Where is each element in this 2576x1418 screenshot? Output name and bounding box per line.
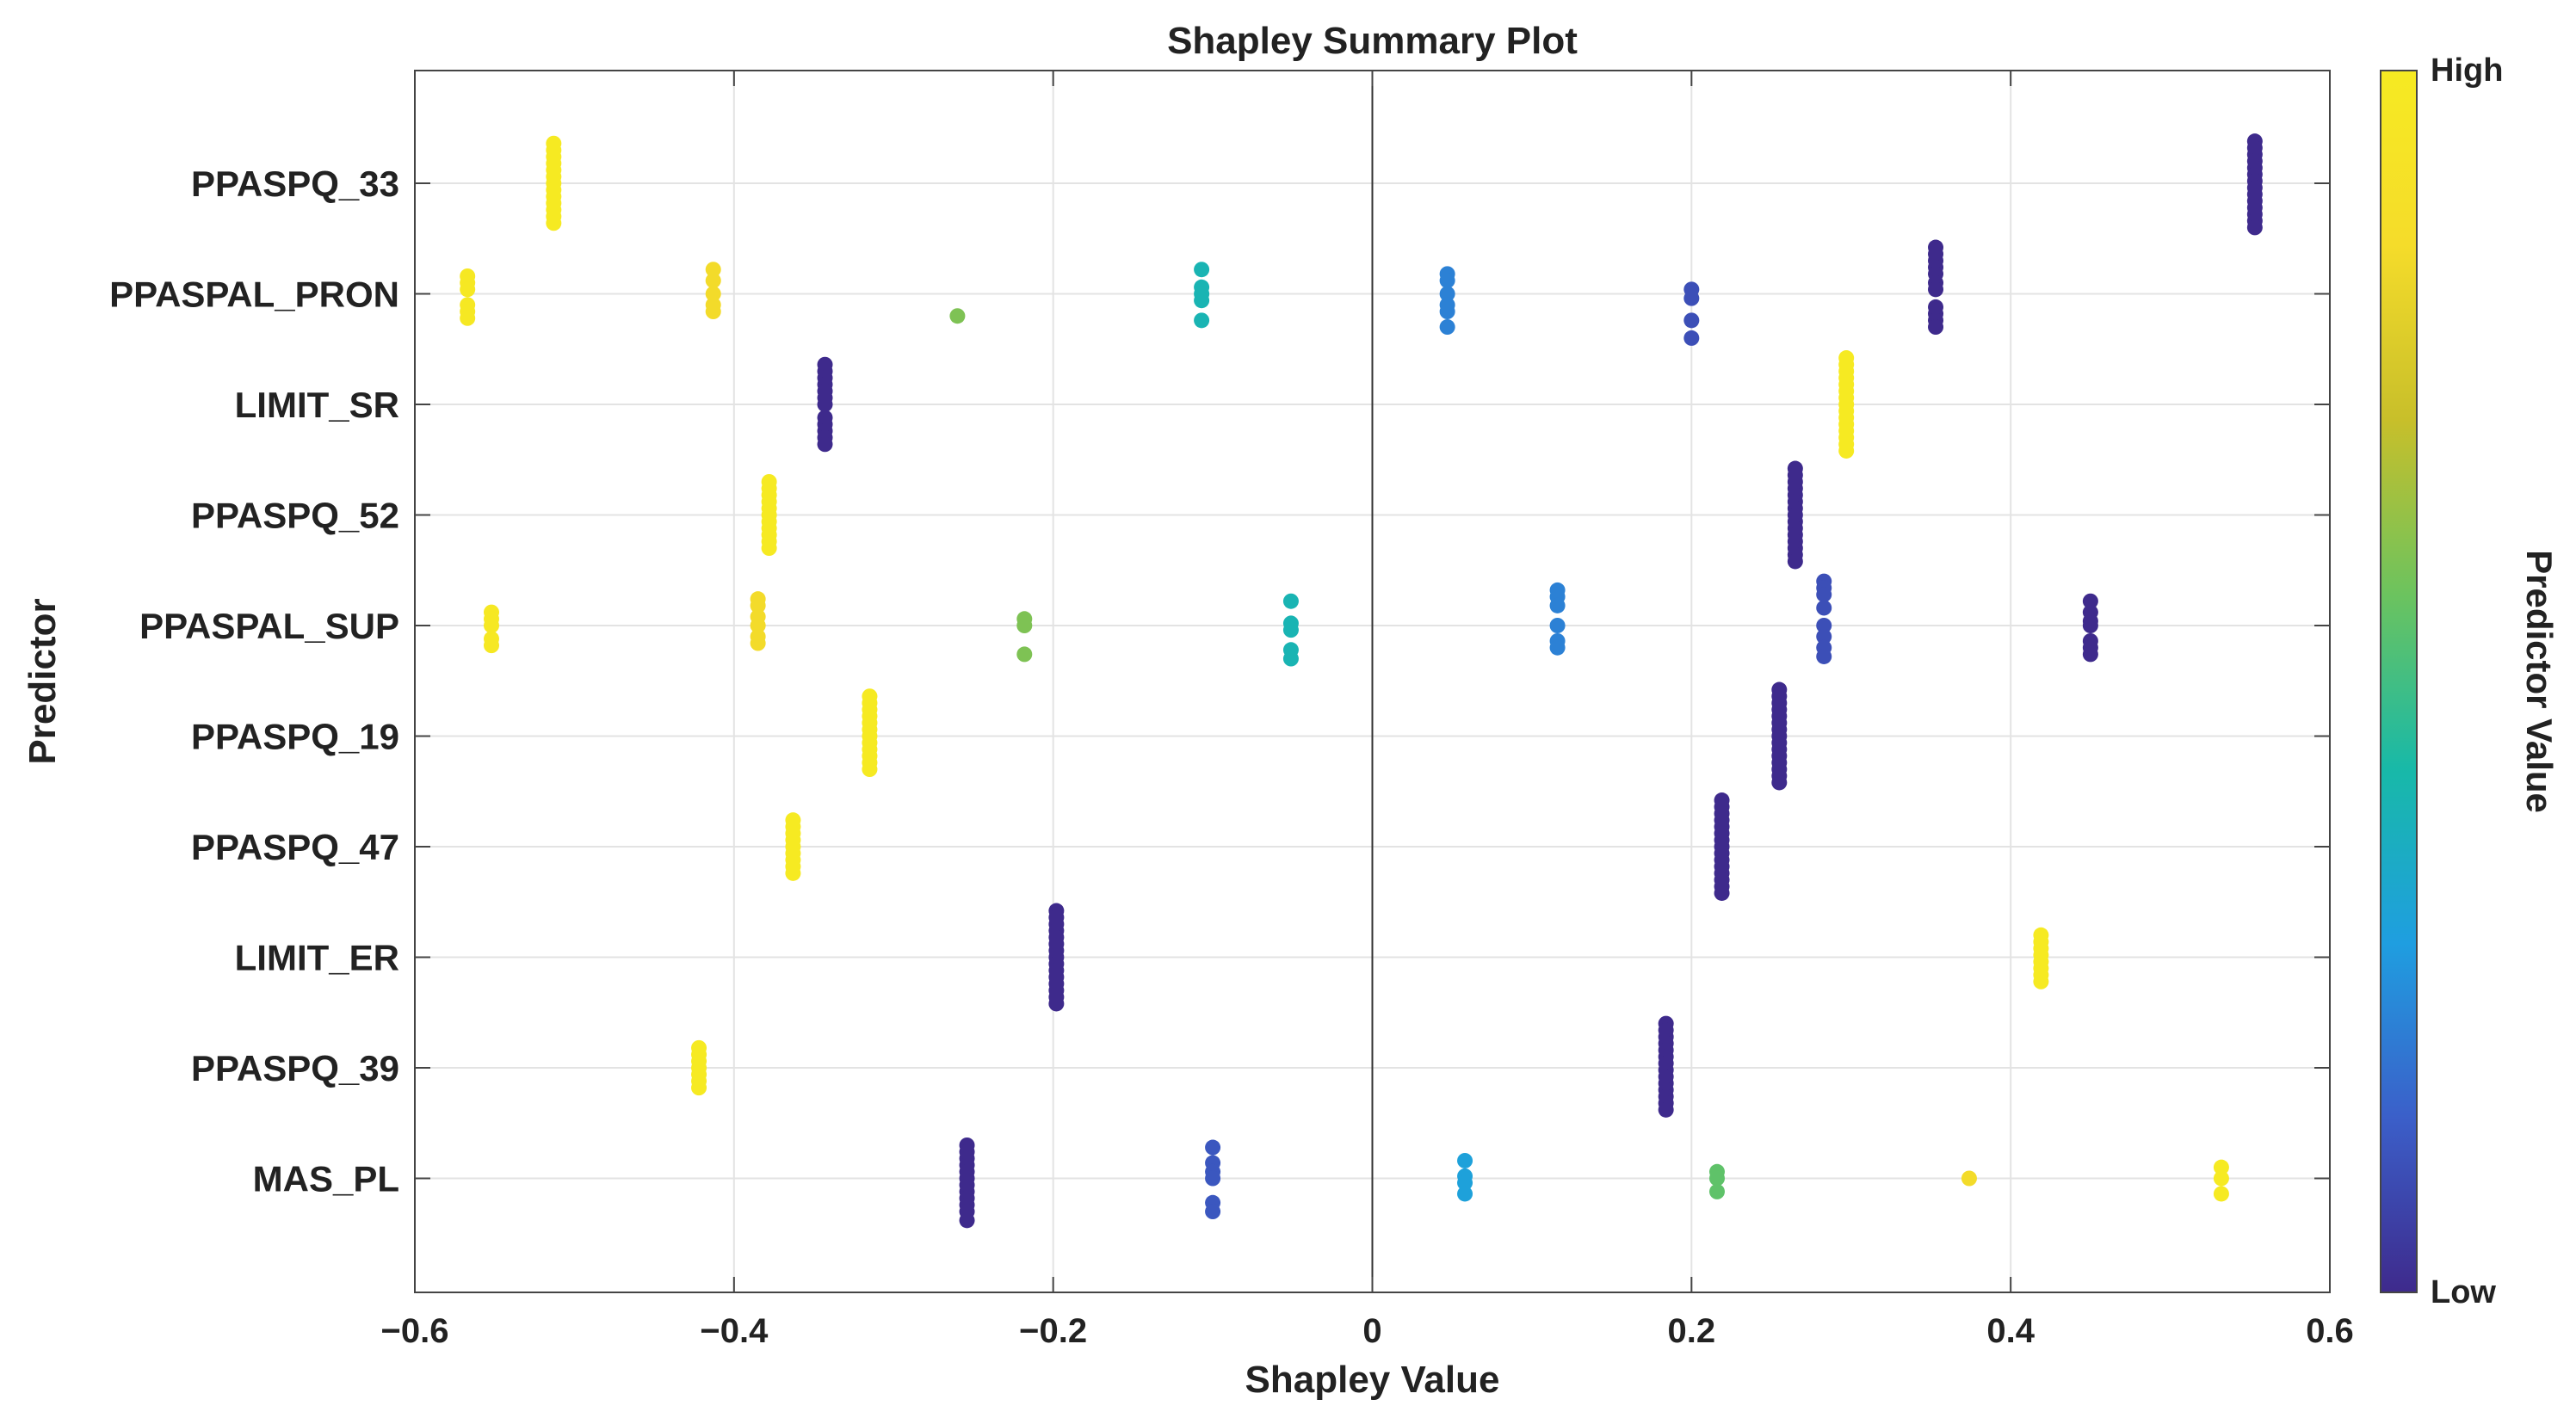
y-tick-label: PPASPQ_52 (191, 496, 399, 536)
x-tick-label: 0.4 (1986, 1312, 2035, 1350)
colorbar (2380, 70, 2418, 1293)
x-tick-label: 0.2 (1668, 1312, 1716, 1350)
data-point (1205, 1170, 1221, 1187)
data-points (460, 133, 2263, 1229)
y-tick-label: PPASPQ_39 (191, 1048, 399, 1088)
data-point (1816, 587, 1832, 603)
x-axis-label: Shapley Value (1245, 1359, 1500, 1401)
x-tick-label: −0.2 (1019, 1312, 1087, 1350)
data-point (2082, 646, 2098, 663)
y-tick-label: LIMIT_ER (235, 938, 399, 978)
data-point (484, 618, 499, 633)
data-point (750, 618, 766, 633)
data-point (2213, 1170, 2229, 1187)
data-point (959, 1212, 975, 1229)
data-point (1683, 330, 1700, 346)
data-point (1549, 618, 1566, 633)
data-point (1205, 1204, 1221, 1220)
data-point (2082, 618, 2098, 633)
x-tick-label: −0.4 (700, 1312, 769, 1350)
colorbar-title: Predictor Value (2519, 550, 2560, 813)
data-point (484, 638, 499, 654)
data-point (1961, 1170, 1977, 1187)
data-point (2082, 593, 2098, 609)
data-point (949, 308, 966, 324)
colorbar-low-label: Low (2431, 1274, 2496, 1310)
y-tick-label: PPASPAL_SUP (139, 606, 399, 646)
y-tick-label: PPASPQ_33 (191, 163, 399, 204)
data-point (750, 635, 766, 651)
data-point (1816, 648, 1832, 664)
data-point (705, 273, 721, 289)
data-point (1194, 262, 1210, 278)
data-point (1816, 600, 1832, 616)
data-point (705, 304, 721, 320)
data-point (1016, 646, 1033, 663)
data-point (1771, 774, 1788, 791)
data-point (1282, 622, 1299, 638)
data-point (1194, 293, 1210, 309)
data-point (1816, 628, 1832, 644)
data-point (785, 865, 801, 881)
data-point (1205, 1139, 1221, 1156)
data-point (761, 540, 777, 557)
y-axis-label: Predictor (22, 598, 64, 764)
y-tick-label: PPASPQ_47 (191, 827, 399, 867)
data-point (1457, 1152, 1473, 1168)
data-point (2213, 1186, 2229, 1202)
axis-ticks (414, 71, 2331, 1292)
data-point (1439, 273, 1455, 289)
data-point (1714, 885, 1730, 901)
data-point (1838, 442, 1855, 459)
data-point (546, 215, 562, 231)
data-point (1439, 319, 1455, 336)
y-tick-label: PPASPAL_PRON (109, 274, 399, 315)
data-point (1928, 281, 1944, 298)
data-point (1457, 1174, 1473, 1191)
data-point (1439, 286, 1455, 302)
data-point (1709, 1170, 1725, 1187)
data-point (1048, 996, 1065, 1012)
data-point (1683, 312, 1700, 329)
colorbar-high-label: High (2431, 52, 2503, 89)
data-point (1457, 1186, 1473, 1202)
data-point (460, 281, 476, 298)
data-point (1549, 639, 1566, 656)
chart-title: Shapley Summary Plot (1167, 20, 1578, 62)
data-point (2213, 1159, 2229, 1175)
data-point (1194, 312, 1210, 329)
data-point (1439, 304, 1455, 320)
y-tick-label: MAS_PL (253, 1159, 399, 1199)
data-point (1016, 618, 1033, 633)
data-point (750, 597, 766, 613)
data-point (691, 1080, 707, 1096)
data-point (862, 761, 878, 778)
data-point (1549, 597, 1566, 613)
data-point (1709, 1183, 1725, 1199)
data-point (817, 436, 833, 453)
data-point (1282, 650, 1299, 667)
data-point (1282, 593, 1299, 609)
data-point (1928, 319, 1944, 336)
data-point (705, 262, 721, 278)
data-point (1787, 553, 1803, 570)
data-point (2033, 973, 2049, 990)
data-point (1816, 618, 1832, 633)
data-point (1658, 1101, 1674, 1118)
data-point (1683, 290, 1700, 306)
data-point (705, 286, 721, 302)
x-tick-label: −0.6 (381, 1312, 449, 1350)
data-point (460, 310, 476, 326)
y-tick-labels: PPASPQ_33 PPASPAL_PRON LIMIT_SR PPASPQ_52 PP… (109, 163, 399, 1199)
data-point (2246, 219, 2263, 236)
x-tick-labels: −0.6 −0.4 −0.2 0 0.2 0.4 0.6 (381, 1312, 2354, 1350)
y-tick-label: LIMIT_SR (235, 385, 399, 425)
y-tick-label: PPASPQ_19 (191, 717, 399, 757)
x-tick-label: 0 (1362, 1312, 1381, 1350)
data-point (817, 397, 833, 412)
x-tick-label: 0.6 (2306, 1312, 2354, 1350)
